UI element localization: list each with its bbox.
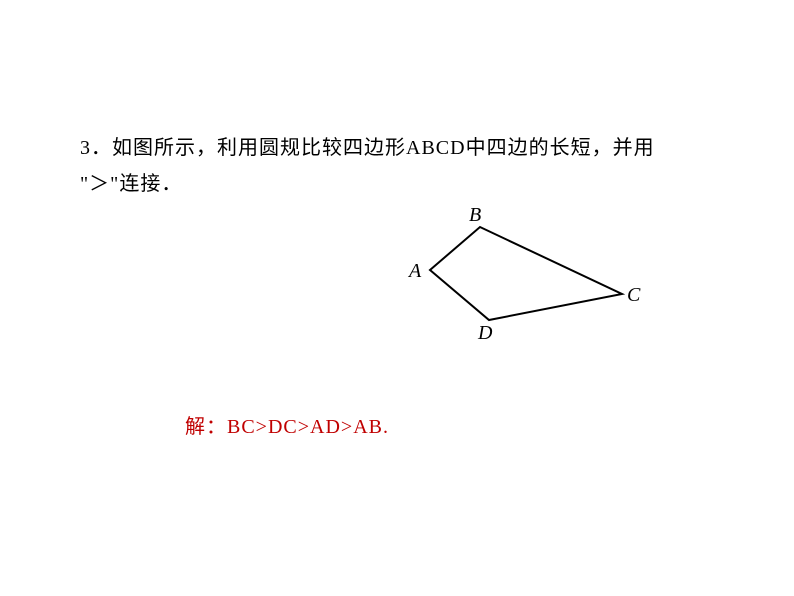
quadrilateral-diagram: A B C D <box>390 215 670 360</box>
question-line-2: "＞"连接． <box>80 166 182 202</box>
vertex-label-d: D <box>478 322 492 345</box>
answer-text: 解：BC>DC>AD>AB. <box>185 410 389 439</box>
vertex-label-a: A <box>409 260 421 283</box>
quadrilateral-shape <box>430 227 622 320</box>
vertex-label-b: B <box>469 204 481 227</box>
answer-content: BC>DC>AD>AB. <box>227 416 389 438</box>
question-line-1: 3．如图所示，利用圆规比较四边形ABCD中四边的长短，并用 <box>80 130 655 166</box>
answer-prefix: 解： <box>185 416 227 438</box>
vertex-label-c: C <box>627 284 640 307</box>
